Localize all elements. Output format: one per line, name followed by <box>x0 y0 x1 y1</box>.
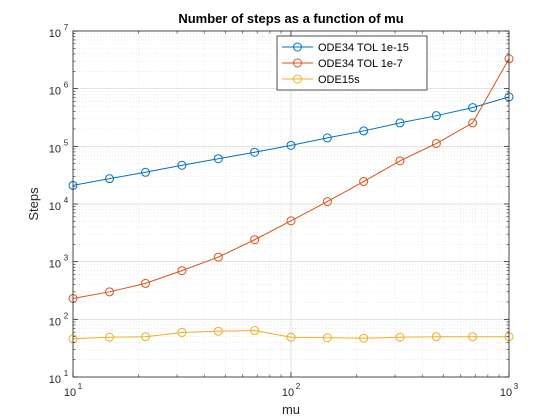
data-point <box>140 332 150 342</box>
x-tick-label: 10 <box>282 387 294 399</box>
data-point <box>468 118 478 128</box>
legend-label: ODE34 TOL 1e-7 <box>318 58 403 70</box>
data-point <box>177 328 187 338</box>
x-tick-exponent: 1 <box>78 382 83 391</box>
data-point <box>250 235 260 245</box>
data-point <box>431 111 441 121</box>
data-point <box>104 174 114 184</box>
series-line-3 <box>72 330 509 340</box>
data-point <box>213 326 223 336</box>
data-point <box>286 216 296 226</box>
data-point <box>431 332 441 342</box>
chart-title: Number of steps as a function of mu <box>178 11 403 26</box>
data-point <box>431 138 441 148</box>
y-tick-exponent: 2 <box>64 311 69 320</box>
ticks <box>72 30 510 378</box>
data-point <box>322 133 332 143</box>
data-point <box>286 140 296 150</box>
data-point <box>286 332 296 342</box>
data-point <box>177 160 187 170</box>
y-tick-label: 10 <box>49 316 61 328</box>
data-point <box>104 287 114 297</box>
y-tick-exponent: 3 <box>64 254 69 263</box>
y-tick-label: 10 <box>49 28 61 40</box>
y-tick-label: 10 <box>49 374 61 386</box>
x-tick-exponent: 2 <box>296 382 301 391</box>
data-point <box>213 154 223 164</box>
data-point <box>359 333 369 343</box>
y-tick-exponent: 5 <box>64 138 69 147</box>
y-tick-exponent: 1 <box>64 369 69 378</box>
data-point <box>140 278 150 288</box>
y-tick-label: 10 <box>49 143 61 155</box>
y-tick-exponent: 4 <box>64 196 69 205</box>
data-point <box>468 103 478 113</box>
data-point <box>322 333 332 343</box>
data-point <box>213 252 223 262</box>
data-point <box>395 156 405 166</box>
data-point <box>177 266 187 276</box>
x-axis-label: mu <box>282 402 300 417</box>
data-point <box>250 326 260 336</box>
x-tick-label: 10 <box>500 387 512 399</box>
y-tick-label: 10 <box>49 259 61 271</box>
series-group <box>68 54 514 344</box>
grid <box>72 30 510 378</box>
y-axis-label: Steps <box>26 187 41 221</box>
data-point <box>395 118 405 128</box>
legend-label: ODE15s <box>318 74 360 86</box>
data-point <box>395 332 405 342</box>
legend-marker <box>293 42 302 52</box>
series-line-1 <box>72 96 510 186</box>
data-point <box>104 332 114 342</box>
data-point <box>359 126 369 136</box>
data-point <box>468 332 478 342</box>
data-point <box>140 167 150 177</box>
y-tick-label: 10 <box>49 201 61 213</box>
y-tick-exponent: 7 <box>64 23 69 32</box>
legend-label: ODE34 TOL 1e-15 <box>318 42 409 54</box>
series-line-2 <box>72 58 510 299</box>
x-tick-label: 10 <box>64 387 76 399</box>
legend: ODE34 TOL 1e-15 ODE34 TOL 1e-7 ODE15s <box>276 35 428 91</box>
legend-marker <box>293 58 302 68</box>
legend-marker <box>293 74 302 84</box>
x-tick-exponent: 3 <box>514 382 519 391</box>
y-tick-exponent: 6 <box>64 81 69 90</box>
data-point <box>359 177 369 187</box>
y-tick-label: 10 <box>49 86 61 98</box>
data-point <box>322 197 332 207</box>
data-point <box>250 147 260 157</box>
